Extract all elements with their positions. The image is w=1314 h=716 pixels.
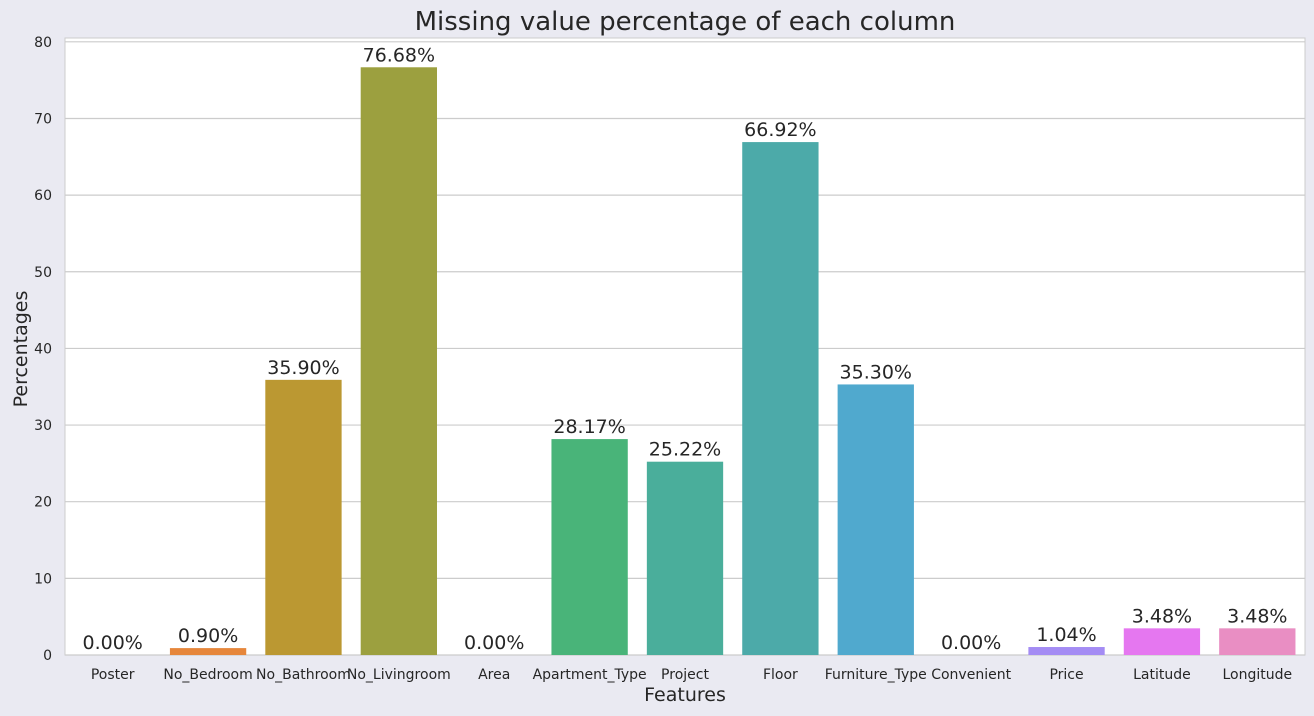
bar-value-label: 35.90% — [267, 357, 339, 379]
y-tick-labels: 0 10 20 30 40 50 60 70 80 — [34, 35, 52, 664]
bars — [169, 67, 1296, 656]
y-tick-label: 0 — [43, 648, 52, 664]
bar — [265, 379, 342, 655]
y-tick-label: 50 — [34, 265, 52, 281]
x-tick-label: No_Bathroom — [256, 667, 351, 683]
bar-value-label: 1.04% — [1036, 624, 1096, 646]
x-tick-label: Longitude — [1222, 667, 1292, 683]
y-tick-label: 30 — [34, 418, 52, 434]
bar-value-label: 76.68% — [363, 44, 435, 66]
x-tick-labels: Poster No_Bedroom No_BathroomNo_Livingroom… — [91, 667, 1292, 683]
y-tick-label: 40 — [34, 341, 52, 357]
x-tick-label: Price — [1049, 667, 1083, 683]
x-tick-label: Latitude — [1133, 667, 1191, 683]
y-tick-label: 70 — [34, 111, 52, 127]
bar-value-label: 3.48% — [1227, 605, 1287, 627]
bar — [1219, 628, 1296, 655]
x-tick-label: Poster — [91, 667, 135, 683]
bar-value-label: 3.48% — [1132, 605, 1192, 627]
bar-value-label: 0.00% — [941, 632, 1001, 654]
x-tick-label: No_Bedroom — [163, 667, 252, 683]
y-tick-label: 10 — [34, 571, 52, 587]
bar — [742, 142, 819, 656]
x-tick-label: Convenient — [931, 667, 1011, 683]
bar-value-label: 28.17% — [553, 416, 625, 438]
bar-value-label: 66.92% — [744, 119, 816, 141]
chart-title: Missing value percentage of each column — [415, 7, 956, 37]
bar-value-label: 35.30% — [840, 361, 912, 383]
y-tick-label: 20 — [34, 495, 52, 511]
x-tick-label: Furniture_Type — [825, 667, 927, 683]
x-tick-label: Floor — [763, 667, 798, 683]
bar-value-label: 0.00% — [464, 632, 524, 654]
x-tick-label: No_Livingroom — [347, 667, 451, 683]
bar — [551, 439, 628, 655]
bar — [1028, 647, 1105, 655]
bar-value-label: 25.22% — [649, 439, 721, 461]
bar — [360, 67, 437, 656]
x-tick-label: Area — [478, 667, 510, 683]
bar — [169, 648, 247, 655]
x-tick-label: Project — [661, 667, 709, 683]
y-tick-label: 60 — [34, 188, 52, 204]
bar — [1123, 628, 1201, 655]
bar-value-label: 0.00% — [83, 632, 143, 654]
y-axis-label: Percentages — [10, 291, 32, 408]
bar-value-label: 0.90% — [178, 625, 238, 647]
x-tick-label: Apartment_Type — [533, 667, 647, 683]
bar — [837, 384, 914, 655]
x-axis-label: Features — [644, 684, 726, 706]
data-labels: 0.00% 0.90% 35.90% 76.68% 0.00% 28.17% 25.22% 6… — [83, 44, 1288, 654]
bar — [646, 461, 724, 655]
y-tick-label: 80 — [34, 35, 52, 51]
